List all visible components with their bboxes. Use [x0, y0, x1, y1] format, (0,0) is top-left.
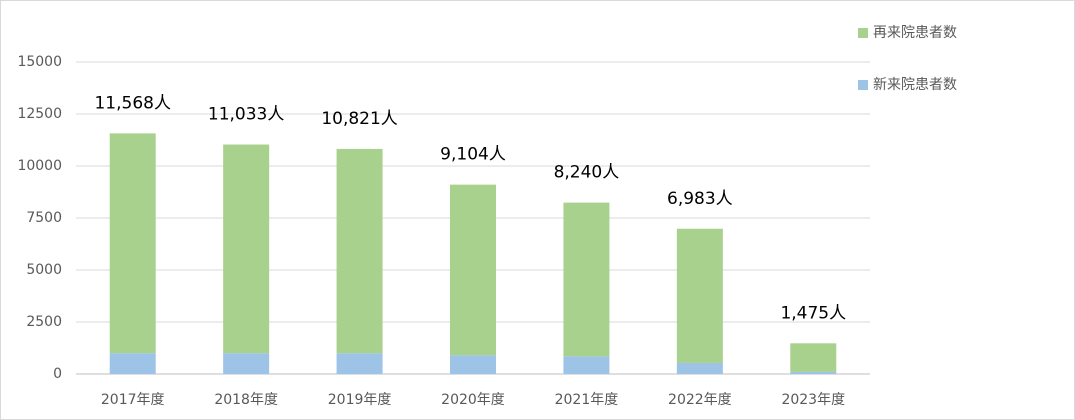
y-tick-label: 7500: [26, 210, 62, 226]
total-label: 6,983人: [667, 189, 733, 209]
bar-segment: [563, 202, 610, 357]
bar-segment: [676, 228, 723, 363]
total-label: 9,104人: [440, 145, 506, 165]
bar-segment: [790, 343, 837, 372]
legend-swatch: [858, 80, 868, 90]
y-tick-label: 5000: [26, 262, 62, 278]
bar-segment: [336, 353, 383, 374]
y-tick-label: 12500: [17, 106, 62, 122]
bar-segment: [223, 144, 270, 354]
total-label: 11,568人: [94, 93, 170, 113]
total-label: 11,033人: [208, 105, 284, 125]
x-tick-label: 2017年度: [101, 392, 165, 408]
x-tick-label: 2021年度: [555, 392, 619, 408]
x-tick-label: 2019年度: [328, 392, 392, 408]
bar-segment: [563, 356, 610, 374]
bar-segment: [676, 362, 723, 374]
bar-segment: [790, 371, 837, 374]
bar-segment: [450, 184, 496, 356]
bar-segment: [223, 353, 270, 374]
bar-segment: [109, 133, 156, 354]
y-tick-label: 2500: [26, 314, 62, 330]
x-tick-label: 2020年度: [441, 392, 505, 408]
y-tick-label: 0: [53, 366, 62, 382]
y-tick-label: 10000: [17, 158, 62, 174]
bar-segment: [109, 353, 156, 374]
legend-swatch: [858, 28, 868, 38]
x-tick-label: 2018年度: [214, 392, 278, 408]
legend-label: 新来院患者数: [873, 77, 957, 93]
bar-segment: [336, 148, 383, 354]
y-tick-label: 15000: [17, 54, 62, 70]
bar-segment: [450, 355, 496, 374]
total-label: 1,475人: [780, 303, 846, 323]
x-tick-label: 2023年度: [781, 392, 845, 408]
legend-label: 再来院患者数: [873, 25, 957, 41]
total-label: 8,240人: [554, 163, 620, 183]
x-tick-label: 2022年度: [668, 392, 732, 408]
total-label: 10,821人: [321, 109, 397, 129]
